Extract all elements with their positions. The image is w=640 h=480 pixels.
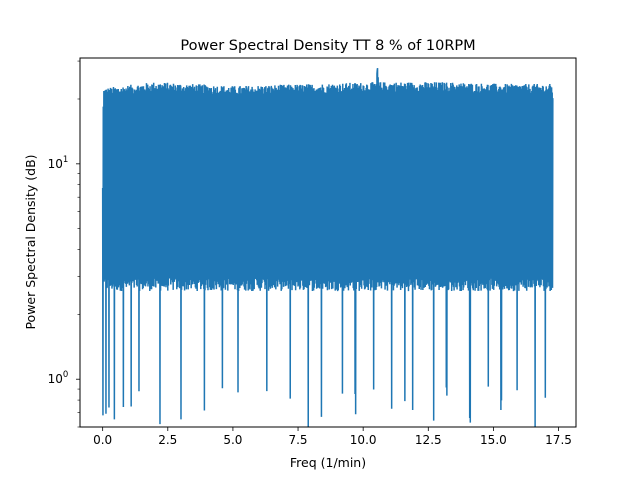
psd-series-layer — [101, 68, 554, 427]
x-tick-label: 2.5 — [158, 433, 177, 447]
x-tick-label: 7.5 — [288, 433, 307, 447]
y-axis-label: Power Spectral Density (dB) — [23, 154, 38, 329]
x-tick-label: 5.0 — [223, 433, 242, 447]
x-tick-label: 15.0 — [480, 433, 507, 447]
psd-line — [101, 68, 554, 427]
x-tick-label: 12.5 — [415, 433, 442, 447]
x-tick-label: 17.5 — [545, 433, 572, 447]
chart-title: Power Spectral Density TT 8 % of 10RPM — [180, 38, 475, 54]
x-tick-label: 0.0 — [93, 433, 112, 447]
plot-frame — [79, 57, 577, 428]
x-tick-label: 10.0 — [350, 433, 377, 447]
x-axis-label: Freq (1/min) — [290, 455, 366, 470]
x-axis: 0.0 2.5 5.0 7.5 10.0 12.5 15.0 17.5 — [93, 427, 572, 447]
